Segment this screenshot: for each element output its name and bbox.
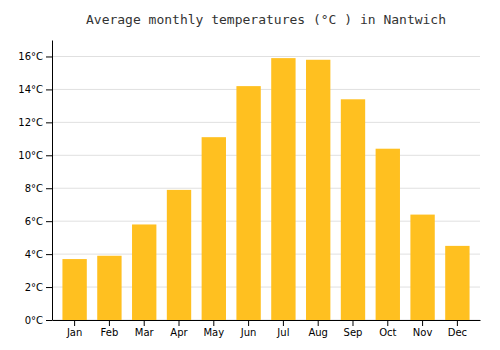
x-tick-label: Jul (276, 327, 289, 338)
y-tick-label: 14°C (18, 84, 43, 95)
grid-line (52, 122, 480, 123)
y-tick-mark (46, 221, 52, 222)
x-tick-mark (179, 320, 180, 326)
y-axis: 0°C 2°C 4°C 6°C 8°C 10°C 12°C 14°C 16°C (18, 41, 52, 326)
x-tick-mark (213, 320, 214, 326)
y-tick: 4°C (25, 249, 52, 260)
x-tick-mark (248, 320, 249, 326)
x-tick-label: Feb (101, 327, 119, 338)
x-tick-label: Jun (240, 327, 257, 338)
bar (271, 58, 295, 320)
y-tick-mark (46, 89, 52, 90)
bar (236, 86, 260, 320)
bar (410, 215, 434, 320)
x-tick-mark (74, 320, 75, 326)
grid (52, 56, 480, 320)
grid-line (52, 188, 480, 189)
x-tick-label: Aug (308, 327, 328, 338)
x-tick-label: Mar (135, 327, 155, 338)
bar (62, 259, 86, 320)
x-tick-mark (422, 320, 423, 326)
x-tick: Oct (379, 320, 396, 338)
plot: 0°C 2°C 4°C 6°C 8°C 10°C 12°C 14°C 16°C Jan Feb Mar… (18, 41, 480, 339)
x-tick-mark (318, 320, 319, 326)
y-tick-mark (46, 287, 52, 288)
y-tick-mark (46, 122, 52, 123)
y-tick-mark (46, 254, 52, 255)
x-tick-mark (144, 320, 145, 326)
y-tick: 16°C (18, 51, 52, 62)
bar (306, 60, 330, 320)
y-tick-label: 0°C (25, 315, 43, 326)
y-tick-label: 6°C (25, 216, 43, 227)
x-tick: Aug (308, 320, 328, 338)
x-tick: Sep (344, 320, 363, 338)
y-tick-mark (46, 155, 52, 156)
y-tick: 0°C (25, 315, 52, 326)
y-tick-label: 10°C (18, 150, 43, 161)
y-tick: 2°C (25, 282, 52, 293)
x-tick: Jun (240, 320, 257, 338)
y-tick: 6°C (25, 216, 52, 227)
x-tick: Jul (276, 320, 289, 338)
bar (341, 99, 365, 320)
y-tick: 14°C (18, 84, 52, 95)
y-tick-label: 8°C (25, 183, 43, 194)
title: Average monthly temperatures (°C ) in Na… (86, 12, 446, 27)
x-tick-mark (387, 320, 388, 326)
bar (167, 190, 191, 320)
x-tick: Apr (170, 320, 188, 338)
x-tick: Feb (101, 320, 119, 338)
x-axis-line (53, 320, 481, 321)
chart: 0°C 2°C 4°C 6°C 8°C 10°C 12°C 14°C 16°C Jan Feb Mar… (0, 0, 500, 350)
bar (97, 256, 121, 320)
x-tick-mark (109, 320, 110, 326)
y-tick-label: 12°C (18, 117, 43, 128)
y-tick-label: 2°C (25, 282, 43, 293)
bar (376, 149, 400, 320)
x-tick-mark (352, 320, 353, 326)
x-axis: Jan Feb Mar Apr May Jun Jul Aug Sep Oct Nov Dec (53, 320, 481, 338)
y-axis-line (52, 41, 53, 321)
y-tick: 12°C (18, 117, 52, 128)
grid-line (52, 155, 480, 156)
bars (62, 58, 469, 320)
x-tick: Mar (135, 320, 155, 338)
y-tick-mark (46, 188, 52, 189)
y-tick-label: 16°C (18, 51, 43, 62)
y-tick: 8°C (25, 183, 52, 194)
x-tick: Nov (413, 320, 433, 338)
grid-line (52, 89, 480, 90)
x-tick-label: Jan (66, 327, 82, 338)
x-tick-label: Oct (379, 327, 396, 338)
y-tick-mark (46, 56, 52, 57)
x-tick-label: Nov (413, 327, 433, 338)
x-tick-label: Dec (448, 327, 467, 338)
bar (132, 224, 156, 320)
y-tick-label: 4°C (25, 249, 43, 260)
x-tick-mark (283, 320, 284, 326)
x-tick-label: Apr (170, 327, 188, 338)
x-tick: Jan (66, 320, 82, 338)
bar (202, 137, 226, 320)
bar (445, 246, 469, 320)
x-tick-label: Sep (344, 327, 363, 338)
y-tick: 10°C (18, 150, 52, 161)
x-tick-mark (457, 320, 458, 326)
x-tick-label: May (203, 327, 224, 338)
y-tick-mark (46, 320, 52, 321)
x-tick: Dec (448, 320, 467, 338)
x-tick: May (203, 320, 224, 338)
grid-line (52, 56, 480, 57)
